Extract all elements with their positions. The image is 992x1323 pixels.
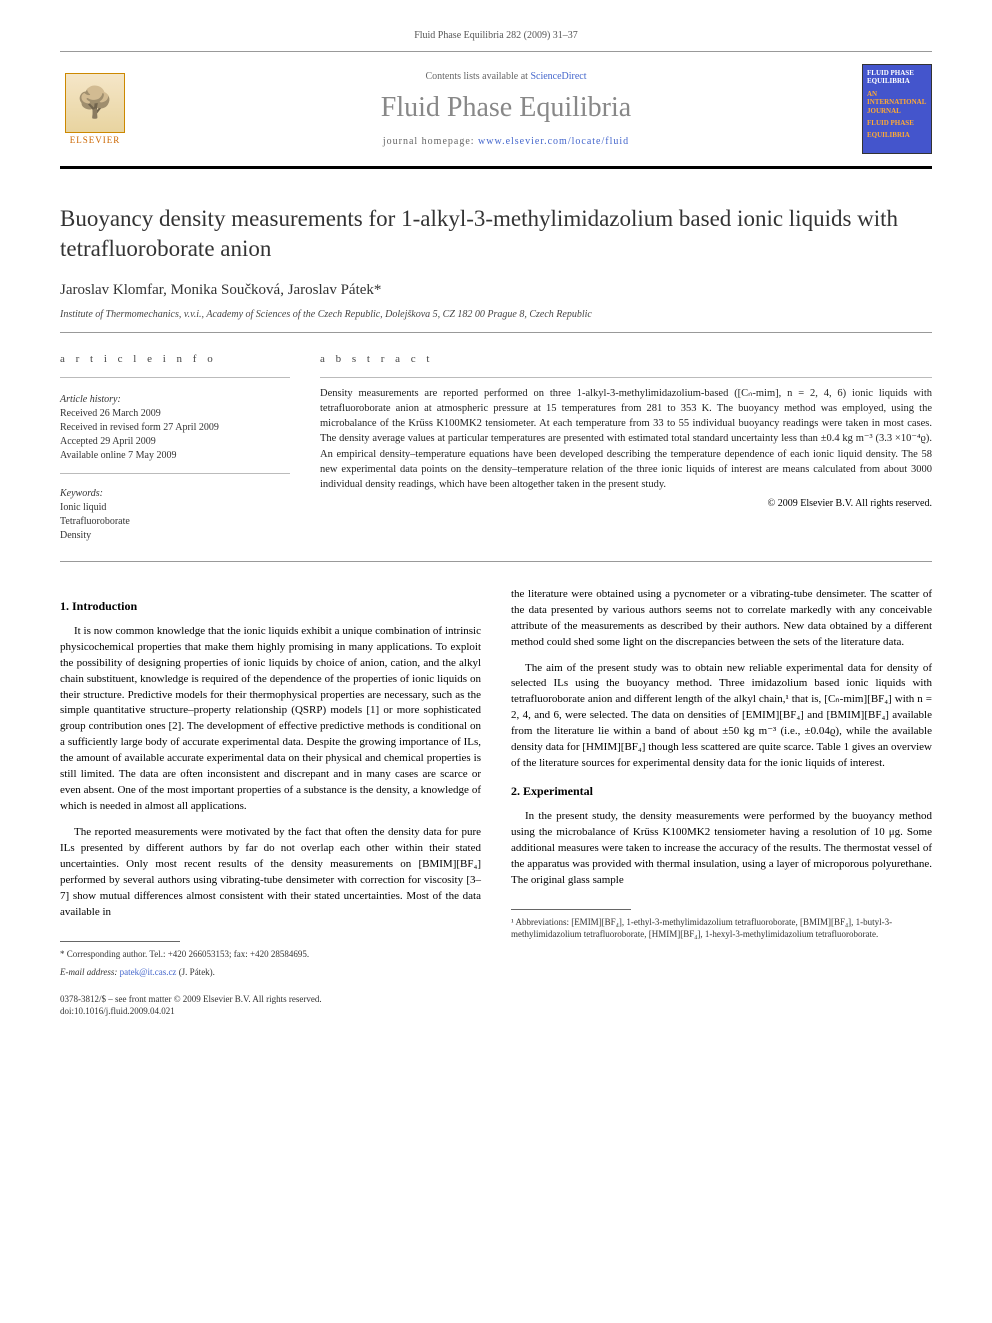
keyword: Ionic liquid [60, 501, 290, 515]
abstract-text: Density measurements are reported perfor… [320, 386, 932, 493]
body-paragraph: It is now common knowledge that the ioni… [60, 624, 481, 815]
header-banner: ELSEVIER Contents lists available at Sci… [60, 51, 932, 169]
info-abstract-row: a r t i c l e i n f o Article history: R… [60, 353, 932, 562]
body-paragraph: In the present study, the density measur… [511, 809, 932, 889]
right-column: the literature were obtained using a pyc… [511, 587, 932, 1018]
homepage-link[interactable]: www.elsevier.com/locate/fluid [478, 136, 629, 147]
journal-reference: Fluid Phase Equilibria 282 (2009) 31–37 [60, 30, 932, 41]
front-matter-line: 0378-3812/$ – see front matter © 2009 El… [60, 993, 481, 1006]
journal-title: Fluid Phase Equilibria [150, 92, 862, 124]
article-info-heading: a r t i c l e i n f o [60, 353, 290, 365]
sciencedirect-link[interactable]: ScienceDirect [530, 71, 586, 82]
keyword: Density [60, 529, 290, 543]
keywords-label: Keywords: [60, 488, 290, 499]
elsevier-logo: ELSEVIER [60, 69, 130, 149]
accepted-date: Accepted 29 April 2009 [60, 435, 290, 449]
footnote-divider [511, 909, 631, 910]
email-link[interactable]: patek@it.cas.cz [120, 967, 177, 977]
cover-line: FLUID PHASE [867, 69, 927, 77]
article-info-block: a r t i c l e i n f o Article history: R… [60, 353, 290, 543]
article-title: Buoyancy density measurements for 1-alky… [60, 204, 932, 264]
body-paragraph: the literature were obtained using a pyc… [511, 587, 932, 651]
copyright-line: © 2009 Elsevier B.V. All rights reserved… [320, 498, 932, 509]
cover-line: EQUILIBRIA [867, 77, 927, 85]
homepage-line: journal homepage: www.elsevier.com/locat… [150, 136, 862, 147]
abstract-block: a b s t r a c t Density measurements are… [320, 353, 932, 543]
received-date: Received 26 March 2009 [60, 407, 290, 421]
footnote-divider [60, 941, 180, 942]
section-heading-intro: 1. Introduction [60, 599, 481, 614]
revised-date: Received in revised form 27 April 2009 [60, 421, 290, 435]
homepage-prefix: journal homepage: [383, 136, 478, 147]
left-column: 1. Introduction It is now common knowled… [60, 587, 481, 1018]
corresponding-author-footnote: * Corresponding author. Tel.: +420 26605… [60, 948, 481, 961]
section-heading-experimental: 2. Experimental [511, 784, 932, 799]
doi-line: doi:10.1016/j.fluid.2009.04.021 [60, 1005, 481, 1018]
online-date: Available online 7 May 2009 [60, 449, 290, 463]
body-paragraph: The aim of the present study was to obta… [511, 661, 932, 773]
keyword: Tetrafluoroborate [60, 515, 290, 529]
cover-line: EQUILIBRIA [867, 131, 927, 139]
elsevier-tree-icon [65, 73, 125, 133]
email-label: E-mail address: [60, 967, 120, 977]
publisher-name: ELSEVIER [70, 135, 121, 145]
affiliation: Institute of Thermomechanics, v.v.i., Ac… [60, 309, 932, 333]
body-columns: 1. Introduction It is now common knowled… [60, 587, 932, 1018]
email-footnote: E-mail address: patek@it.cas.cz (J. Páte… [60, 966, 481, 979]
cover-line: AN INTERNATIONAL JOURNAL [867, 90, 927, 115]
body-paragraph: The reported measurements were motivated… [60, 825, 481, 921]
abbreviations-footnote: ¹ Abbreviations: [EMIM][BF₄], 1-ethyl-3-… [511, 916, 932, 941]
history-label: Article history: [60, 394, 290, 405]
contents-line: Contents lists available at ScienceDirec… [150, 71, 862, 82]
email-name: (J. Pátek). [176, 967, 215, 977]
contents-prefix: Contents lists available at [425, 71, 530, 82]
doi-block: 0378-3812/$ – see front matter © 2009 El… [60, 993, 481, 1018]
cover-line: FLUID PHASE [867, 119, 927, 127]
header-center: Contents lists available at ScienceDirec… [150, 71, 862, 147]
abstract-heading: a b s t r a c t [320, 353, 932, 365]
author-list: Jaroslav Klomfar, Monika Součková, Jaros… [60, 282, 932, 299]
journal-cover-thumbnail: FLUID PHASE EQUILIBRIA AN INTERNATIONAL … [862, 64, 932, 154]
